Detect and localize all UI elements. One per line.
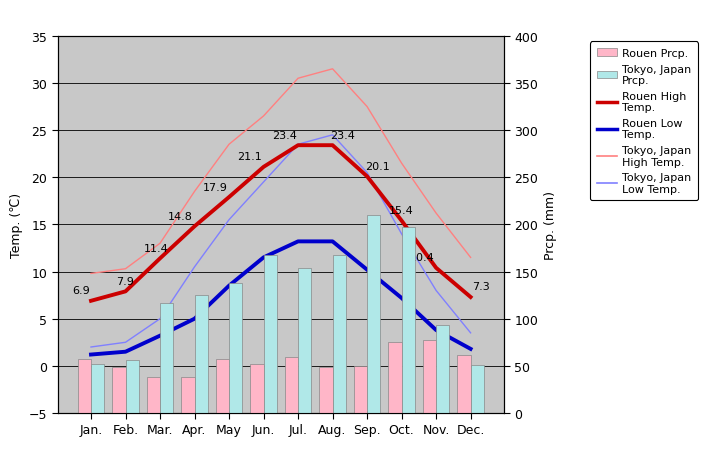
Text: 23.4: 23.4	[330, 130, 356, 140]
Bar	[251, 364, 264, 413]
Text: 21.1: 21.1	[238, 152, 262, 162]
Bar	[471, 365, 484, 413]
Bar	[354, 366, 367, 413]
Y-axis label: Temp. (℃): Temp. (℃)	[10, 192, 23, 257]
Bar	[147, 377, 160, 413]
Text: 23.4: 23.4	[272, 130, 297, 140]
Text: 7.9: 7.9	[117, 276, 135, 286]
Bar	[160, 303, 173, 413]
Bar	[91, 364, 104, 413]
Bar	[436, 325, 449, 413]
Bar	[112, 367, 125, 413]
Text: 20.1: 20.1	[365, 162, 390, 171]
Bar	[402, 228, 415, 413]
Text: 15.4: 15.4	[390, 206, 414, 216]
Text: 11.4: 11.4	[144, 243, 169, 253]
Y-axis label: Prcp. (mm): Prcp. (mm)	[544, 190, 557, 259]
Text: 14.8: 14.8	[168, 211, 193, 221]
Bar	[389, 342, 402, 413]
Bar	[78, 359, 91, 413]
Bar	[320, 367, 333, 413]
Text: 10.4: 10.4	[410, 253, 435, 263]
Bar	[125, 360, 139, 413]
Bar	[229, 283, 242, 413]
Text: 7.3: 7.3	[472, 282, 490, 292]
Bar	[367, 215, 380, 413]
Bar	[423, 341, 436, 413]
Bar	[216, 359, 229, 413]
Bar	[333, 255, 346, 413]
Bar	[298, 268, 311, 413]
Text: 6.9: 6.9	[72, 285, 89, 296]
Bar	[264, 255, 276, 413]
Text: 17.9: 17.9	[203, 182, 228, 192]
Legend: Rouen Prcp., Tokyo, Japan
Prcp., Rouen High
Temp., Rouen Low
Temp., Tokyo, Japan: Rouen Prcp., Tokyo, Japan Prcp., Rouen H…	[590, 42, 698, 201]
Bar	[181, 377, 194, 413]
Bar	[285, 358, 298, 413]
Bar	[457, 355, 471, 413]
Bar	[194, 296, 207, 413]
